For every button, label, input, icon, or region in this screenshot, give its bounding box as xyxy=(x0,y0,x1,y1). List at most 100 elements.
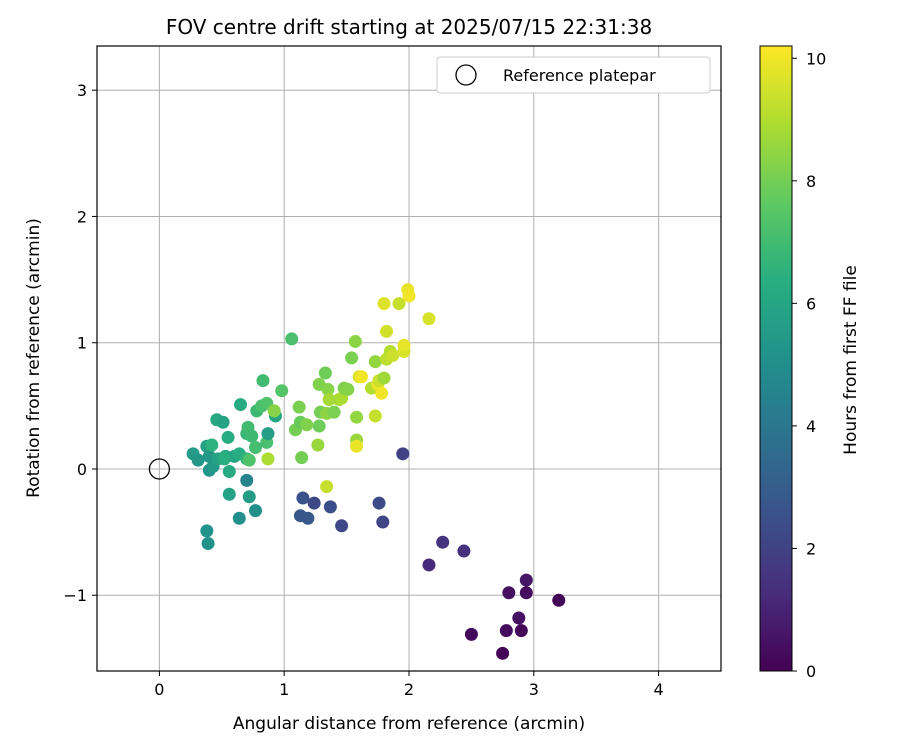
y-tick-label: 0 xyxy=(77,460,87,479)
data-point xyxy=(285,332,299,346)
data-point xyxy=(496,646,510,660)
data-point xyxy=(201,536,215,550)
data-point xyxy=(221,430,235,444)
y-axis-ticks: −1 0 1 2 3 xyxy=(63,81,97,605)
colorbar-tick-label: 6 xyxy=(806,294,816,313)
legend-marker-reference xyxy=(455,64,477,86)
data-point xyxy=(242,453,256,467)
reference-marker xyxy=(148,458,171,480)
data-point xyxy=(318,366,332,380)
data-point xyxy=(499,624,513,638)
legend-label-reference: Reference platepar xyxy=(503,66,656,85)
data-point xyxy=(321,382,335,396)
data-point xyxy=(552,593,566,607)
data-point xyxy=(341,382,355,396)
data-point xyxy=(323,500,337,514)
colorbar: 0 2 4 6 8 10 Hours from first FF file xyxy=(759,45,861,681)
x-axis-label: Angular distance from reference (arcmin) xyxy=(233,714,585,734)
data-point xyxy=(307,496,321,510)
legend-box xyxy=(436,56,711,94)
data-point xyxy=(355,370,369,384)
colorbar-tick-label: 2 xyxy=(806,539,816,558)
data-point xyxy=(222,465,236,479)
data-point xyxy=(222,487,236,501)
data-point xyxy=(350,410,364,424)
data-point xyxy=(392,297,406,311)
colorbar-gradient xyxy=(759,45,793,672)
x-tick-label: 2 xyxy=(404,680,414,699)
data-point xyxy=(457,544,471,558)
data-points xyxy=(148,283,566,660)
data-point xyxy=(519,586,533,600)
data-point xyxy=(514,624,528,638)
data-point xyxy=(295,451,309,465)
data-point xyxy=(345,351,359,365)
grid-lines xyxy=(97,46,721,671)
data-point xyxy=(377,297,391,311)
data-point xyxy=(217,452,231,466)
data-point xyxy=(200,524,214,538)
chart-title: FOV centre drift starting at 2025/07/15 … xyxy=(166,15,652,39)
colorbar-ticks: 0 2 4 6 8 10 xyxy=(792,49,826,681)
data-point xyxy=(386,348,400,362)
data-point xyxy=(519,573,533,587)
data-point xyxy=(327,405,341,419)
colorbar-tick-label: 8 xyxy=(806,172,816,191)
data-point xyxy=(256,374,270,388)
x-tick-label: 4 xyxy=(654,680,664,699)
data-point xyxy=(368,355,382,369)
data-point xyxy=(502,586,516,600)
data-point xyxy=(377,371,391,385)
data-point xyxy=(375,386,389,400)
data-point xyxy=(240,473,254,487)
data-point xyxy=(234,398,248,412)
data-point xyxy=(422,558,436,572)
data-point xyxy=(335,519,349,533)
data-point xyxy=(232,511,246,525)
data-point xyxy=(312,419,326,433)
data-point xyxy=(422,312,436,326)
data-point xyxy=(376,515,390,529)
data-point xyxy=(261,427,275,441)
data-point xyxy=(216,415,230,429)
data-point xyxy=(248,441,262,455)
data-point xyxy=(464,627,478,641)
data-point xyxy=(320,480,334,494)
x-axis-ticks: 0 1 2 3 4 xyxy=(154,671,664,699)
data-point xyxy=(380,324,394,338)
data-point xyxy=(402,289,416,303)
data-point xyxy=(248,504,262,518)
data-point xyxy=(436,535,450,549)
data-point xyxy=(311,438,325,452)
colorbar-tick-label: 10 xyxy=(806,49,826,68)
y-tick-label: 1 xyxy=(77,334,87,353)
colorbar-tick-label: 4 xyxy=(806,417,816,436)
data-point xyxy=(267,404,281,418)
data-point xyxy=(242,490,256,504)
data-point xyxy=(205,438,219,452)
data-point xyxy=(372,496,386,510)
data-point xyxy=(300,418,314,432)
data-point xyxy=(348,334,362,348)
data-point xyxy=(296,491,310,505)
colorbar-tick-label: 0 xyxy=(806,662,816,681)
data-point xyxy=(245,429,259,443)
data-point xyxy=(261,452,275,466)
y-tick-label: 3 xyxy=(77,81,87,100)
x-tick-label: 0 xyxy=(154,680,164,699)
data-point xyxy=(292,400,306,414)
data-point xyxy=(512,611,526,625)
x-tick-label: 3 xyxy=(529,680,539,699)
data-point xyxy=(350,439,364,453)
data-point xyxy=(191,453,205,467)
y-axis-label: Rotation from reference (arcmin) xyxy=(24,218,44,498)
data-point xyxy=(396,447,410,461)
data-point xyxy=(322,393,336,407)
y-tick-label: 2 xyxy=(77,207,87,226)
data-point xyxy=(301,511,315,525)
data-point xyxy=(368,409,382,423)
legend: Reference platepar xyxy=(436,56,711,94)
data-point xyxy=(397,338,411,352)
colorbar-label: Hours from first FF file xyxy=(841,265,861,455)
